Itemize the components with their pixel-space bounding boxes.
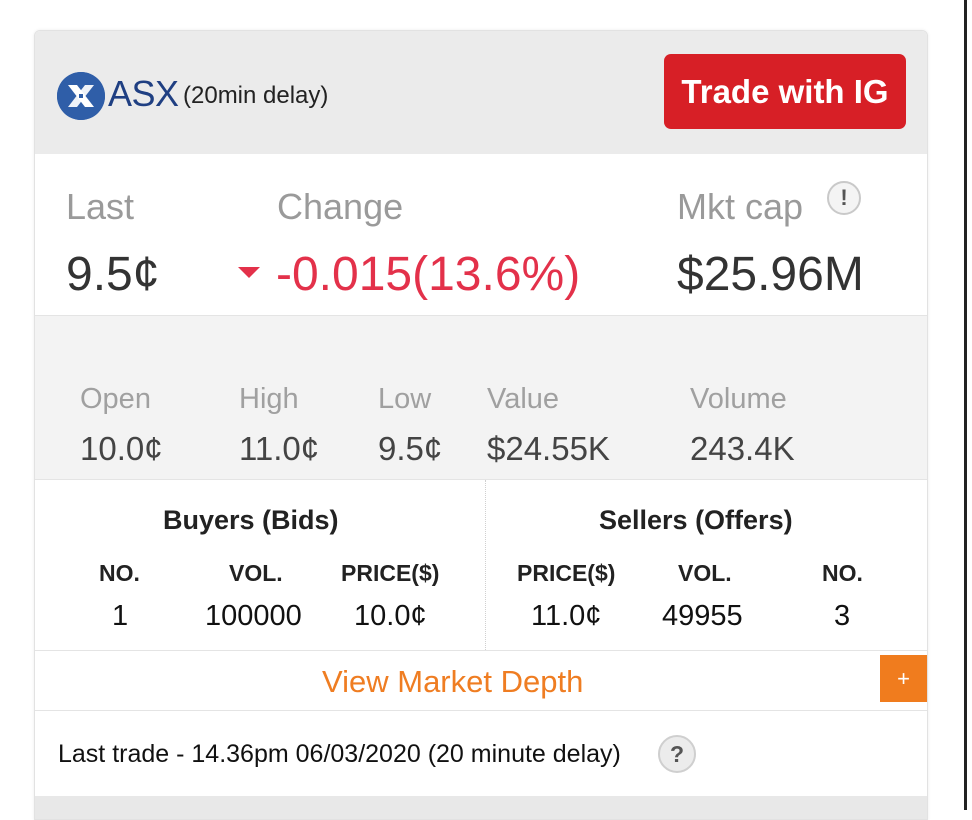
scrollbar-edge <box>964 0 972 810</box>
sellers-no: 3 <box>834 600 851 632</box>
asx-wordmark: ASX <box>108 73 179 114</box>
buyers-title: Buyers (Bids) <box>163 505 339 535</box>
order-book-divider <box>485 480 486 650</box>
footer-strip <box>35 796 927 819</box>
stock-quote-card: ASX (20min delay) Trade with IG Last 9.5… <box>34 30 928 820</box>
sellers-title: Sellers (Offers) <box>599 505 793 535</box>
stat-value-high: 11.0¢ <box>239 430 320 467</box>
last-trade-text: Last trade - 14.36pm 06/03/2020 (20 minu… <box>58 740 621 768</box>
trade-with-ig-button[interactable]: Trade with IG <box>664 54 906 129</box>
stat-label-open: Open <box>80 383 151 415</box>
asx-logo-icon <box>57 72 105 120</box>
stat-label-value: Value <box>487 383 560 415</box>
stat-label-volume: Volume <box>690 383 787 415</box>
buyers-vol: 100000 <box>205 600 302 632</box>
view-market-depth-link[interactable]: View Market Depth <box>322 664 584 699</box>
last-label: Last <box>66 186 135 227</box>
order-book: Buyers (Bids) NO. VOL. PRICE($) 1 100000… <box>35 480 927 651</box>
stat-label-low: Low <box>378 383 432 415</box>
price-summary: Last 9.5¢ Change -0.015(13.6%) Mkt cap $… <box>35 154 927 316</box>
quote-header: ASX (20min delay) Trade with IG <box>35 31 927 154</box>
stat-value-volume: 243.4K <box>690 430 795 467</box>
sellers-col-price: PRICE($) <box>517 560 616 586</box>
sellers-col-vol: VOL. <box>678 560 732 586</box>
help-icon[interactable]: ? <box>658 735 696 773</box>
sellers-price: 11.0¢ <box>531 600 602 632</box>
info-icon[interactable]: ! <box>827 181 861 215</box>
buyers-col-price: PRICE($) <box>341 560 440 586</box>
buyers-col-vol: VOL. <box>229 560 283 586</box>
buyers-col-no: NO. <box>99 560 140 586</box>
delay-note: (20min delay) <box>183 82 329 109</box>
sellers-vol: 49955 <box>662 600 743 632</box>
sellers-col-no: NO. <box>822 560 863 586</box>
stat-label-high: High <box>239 383 299 415</box>
buyers-price: 10.0¢ <box>354 600 427 632</box>
mktcap-value: $25.96M <box>677 248 864 301</box>
stat-value-value: $24.55K <box>487 430 610 467</box>
mktcap-label: Mkt cap <box>677 186 804 227</box>
stat-value-open: 10.0¢ <box>80 430 163 467</box>
last-value: 9.5¢ <box>66 248 160 301</box>
market-depth-bar: View Market Depth + <box>35 651 927 711</box>
stat-value-low: 9.5¢ <box>378 430 443 467</box>
buyers-no: 1 <box>112 600 129 632</box>
change-value: -0.015(13.6%) <box>276 248 581 301</box>
down-arrow-icon <box>238 267 260 278</box>
session-stats: Open 10.0¢ High 11.0¢ Low 9.5¢ Value $24… <box>35 316 927 480</box>
change-label: Change <box>277 186 404 227</box>
expand-plus-button[interactable]: + <box>880 655 927 702</box>
last-trade-row: Last trade - 14.36pm 06/03/2020 (20 minu… <box>35 711 927 796</box>
